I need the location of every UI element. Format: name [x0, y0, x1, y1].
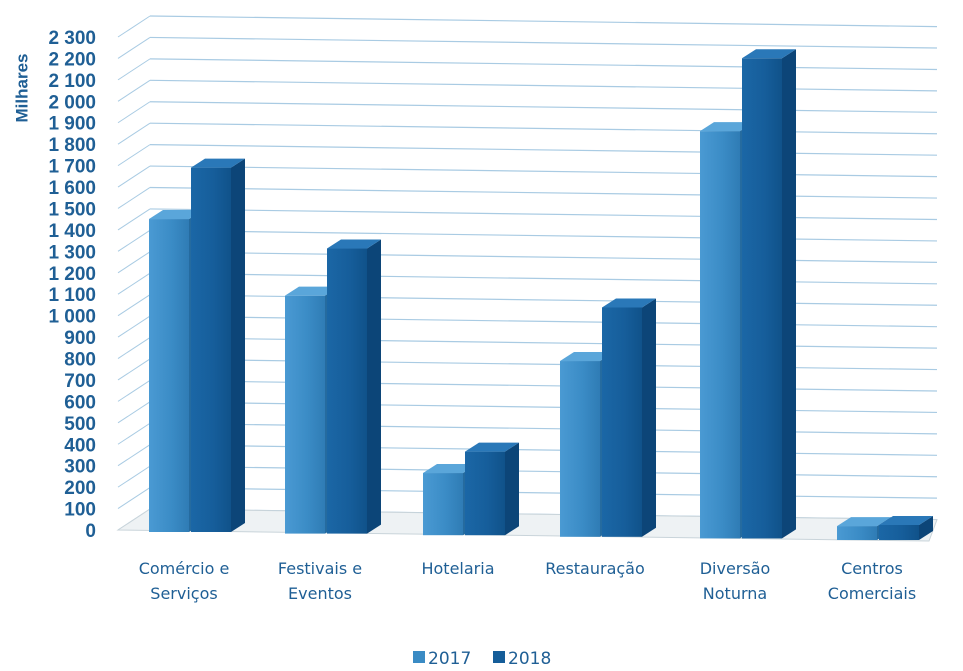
- gridline: [149, 58, 938, 71]
- gridline-side: [117, 251, 151, 274]
- y-tick-label: 1 400: [48, 221, 96, 242]
- y-axis-label: Milhares: [13, 54, 32, 123]
- bar-2018-1: [327, 239, 381, 534]
- gridline: [149, 79, 938, 92]
- gridline: [149, 15, 938, 28]
- legend-item-2017: 2017: [413, 649, 471, 669]
- gridline-side: [117, 122, 151, 145]
- gridline-side: [117, 294, 151, 317]
- gridline-side: [117, 487, 151, 509]
- gridline: [149, 444, 938, 456]
- gridline-side: [117, 379, 151, 402]
- x-category-label: Centros Comerciais: [828, 559, 916, 603]
- legend-swatch: [493, 651, 505, 663]
- y-tick-label: 1 600: [48, 178, 96, 199]
- gridline: [149, 358, 938, 371]
- legend-swatch: [413, 651, 425, 663]
- y-tick-label: 1 700: [48, 157, 96, 178]
- x-category-label: Hotelaria: [421, 559, 494, 578]
- gridline-side: [117, 15, 151, 38]
- bar-2018-0: [191, 158, 245, 532]
- gridline: [149, 486, 938, 499]
- gridlines: [117, 15, 938, 531]
- y-tick-label: 0: [85, 521, 96, 542]
- y-tick-label: 1 100: [48, 285, 96, 306]
- y-tick-label: 300: [64, 457, 96, 478]
- x-category-label: Restauração: [545, 559, 645, 578]
- gridline: [149, 229, 938, 242]
- gridline-side: [117, 37, 151, 59]
- gridline: [149, 422, 938, 435]
- y-tick-label: 1 800: [48, 135, 96, 156]
- y-tick-label: 700: [64, 371, 96, 392]
- bar-2018-2: [465, 442, 519, 536]
- gridline: [149, 165, 938, 178]
- gridline: [149, 208, 938, 221]
- gridline-side: [117, 101, 151, 124]
- gridline-side: [117, 272, 151, 295]
- gridline-side: [117, 144, 151, 167]
- y-tick-label: 400: [64, 435, 96, 456]
- gridline-side: [117, 358, 151, 381]
- legend-item-2018: 2018: [493, 649, 551, 669]
- y-tick-label: 2 000: [48, 92, 96, 113]
- gridline-side: [117, 444, 151, 467]
- gridline-side: [117, 315, 151, 338]
- gridline: [149, 144, 938, 156]
- y-tick-label: 2 300: [48, 28, 96, 49]
- x-category-label: Diversão Noturna: [700, 559, 771, 603]
- gridline-side: [117, 401, 151, 424]
- gridline: [149, 294, 938, 306]
- bars: [149, 49, 933, 540]
- gridline-side: [117, 337, 151, 359]
- gridline: [149, 272, 938, 285]
- bar-2018-3: [602, 298, 656, 537]
- gridline-side: [117, 229, 151, 252]
- gridline-side: [117, 79, 151, 102]
- bar-2018-5: [879, 515, 933, 540]
- y-tick-label: 1 300: [48, 242, 96, 263]
- y-tick-label: 2 100: [48, 71, 96, 92]
- gridline: [149, 315, 938, 328]
- gridline: [149, 379, 938, 392]
- gridline: [149, 101, 938, 113]
- y-tick-label: 200: [64, 478, 96, 499]
- x-axis-labels: Comércio e Serviços Festivais e Eventos Hote…: [139, 559, 917, 603]
- y-tick-label: 500: [64, 414, 96, 435]
- y-tick-label: 1 900: [48, 114, 96, 135]
- gridline: [149, 465, 938, 478]
- y-tick-label: 1 200: [48, 264, 96, 285]
- gridline: [149, 401, 938, 414]
- gridline: [149, 336, 938, 349]
- gridline-side: [117, 58, 151, 81]
- y-tick-label: 100: [64, 500, 96, 521]
- y-tick-label: 2 200: [48, 49, 96, 70]
- y-tick-label: 1 500: [48, 199, 96, 220]
- gridline-side: [117, 165, 151, 188]
- y-tick-label: 1 000: [48, 307, 96, 328]
- gridline: [149, 122, 938, 135]
- x-category-label: Comércio e Serviços: [139, 559, 230, 603]
- legend-label: 2018: [508, 649, 551, 669]
- gridline: [149, 251, 938, 263]
- gridline: [149, 186, 938, 199]
- gridline-side: [117, 187, 151, 209]
- gridline-side: [117, 208, 151, 231]
- x-category-label: Festivais e Eventos: [278, 559, 362, 603]
- gridline-side: [117, 422, 151, 445]
- bar-2018-4: [742, 49, 796, 539]
- legend-label: 2017: [428, 649, 471, 669]
- gridline-side: [117, 465, 151, 488]
- y-tick-label: 600: [64, 392, 96, 413]
- legend: 2017 2018: [413, 649, 551, 669]
- gridline: [149, 36, 938, 49]
- y-tick-label: 900: [64, 328, 96, 349]
- y-tick-label: 800: [64, 350, 96, 371]
